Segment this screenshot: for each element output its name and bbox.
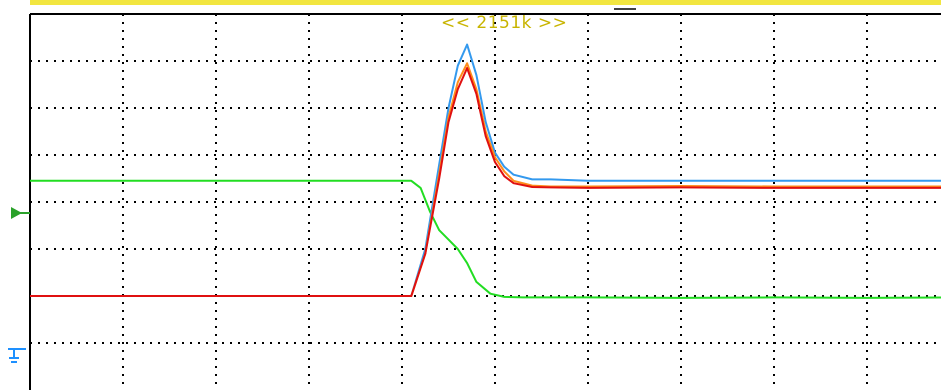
trace-line-1 xyxy=(30,179,941,299)
top-status-bar xyxy=(30,0,941,5)
ground-reference-marker-icon xyxy=(8,348,26,363)
trace-line-2 xyxy=(30,43,941,297)
waveform-traces xyxy=(30,43,941,299)
graticule-grid xyxy=(30,14,941,390)
trace-line-4 xyxy=(30,67,941,297)
trigger-position-readout: << 2151k >> xyxy=(441,13,568,33)
